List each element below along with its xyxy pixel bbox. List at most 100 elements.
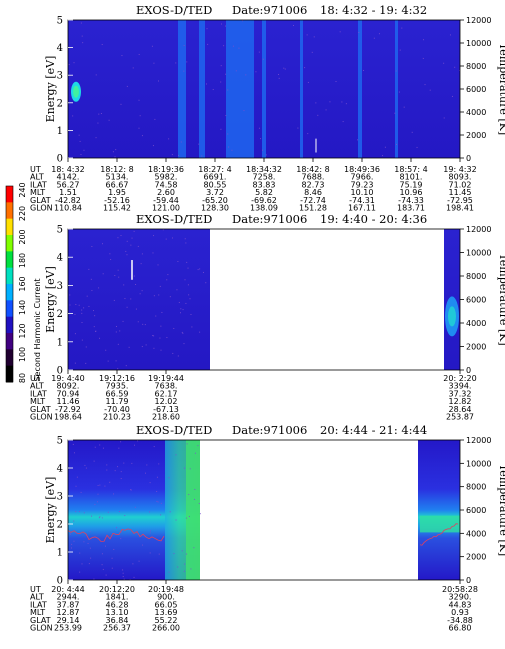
panel-date: Date:971006 [232,212,307,226]
orbit-row-value: 3394. [449,382,472,391]
orbit-row-value: 1.51 [59,188,77,197]
orbit-row-value: 5982. [155,173,178,182]
y2-tick-label: 4000 [466,529,486,538]
orbit-row-value: 151.28 [299,204,327,213]
orbit-row-value: 5134. [106,173,129,182]
orbit-row-value: 11.46 [57,397,80,406]
orbit-row-value: 253.87 [446,413,474,422]
orbit-row-value: 218.60 [152,413,180,422]
orbit-row-value: 83.83 [253,180,276,189]
orbit-row-value: -72.95 [447,196,473,205]
orbit-row-value: 11.79 [106,397,129,406]
orbit-row-value: 70.94 [57,389,80,398]
orbit-row-value: 2.60 [157,188,175,197]
orbit-row-value: -65.20 [202,196,228,205]
panel-date: Date:971006 [232,3,307,17]
orbit-row-value: 28.64 [449,405,472,414]
orbit-row-value: -74.31 [349,196,375,205]
orbit-table: UT 20: 4:44 20:12:20 20:19:48 20:58:28 ALT 294… [30,585,478,633]
orbit-row-label: MLT [30,188,45,197]
orbit-row-value: 11.45 [449,188,472,197]
y2-tick-label: 10000 [466,459,491,468]
y-axis-label: Energy [eV] [44,266,57,333]
y2-tick-label: 8000 [466,62,486,71]
orbit-row-value: 13.10 [106,608,129,617]
y2-tick-label: 10000 [466,39,491,48]
spectrogram-texture [68,20,461,158]
colorbar-swatch [6,186,13,203]
y-tick-label: 0 [57,154,63,165]
orbit-row-value: 183.71 [397,204,425,213]
orbit-row-label: ALT [30,593,44,602]
orbit-row-value: 29.14 [57,616,80,625]
y2-tick-label: 0 [466,576,471,585]
orbit-row-value: 20:58:28 [442,585,478,594]
orbit-row-value: 56.27 [57,180,80,189]
orbit-row-value: 19:12:16 [99,374,135,383]
orbit-row-value: 110.84 [54,204,82,213]
y-tick-label: 5 [57,436,63,447]
spectrogram-panel-3: EXOS-D/TED Date:971006 20: 4:44 - 21: 4:44… [30,423,505,633]
colorbar-tick-label: 120 [18,323,27,338]
orbit-row-value: -69.62 [251,196,277,205]
y-tick-label: 1 [57,548,63,559]
orbit-row-value: -59.44 [153,196,179,205]
orbit-row-value: 10.10 [351,188,374,197]
colorbar-swatch [6,316,13,334]
orbit-row-value: 66.80 [449,624,472,633]
y-tick-label: 0 [57,576,63,587]
y-axis-label: Energy [eV] [44,477,57,544]
orbit-row-value: 12.87 [57,608,80,617]
orbit-row-value: 62.17 [155,389,178,398]
y2-axis-label: Temperature [K] [497,43,505,135]
colorbar-tick-label: 160 [18,276,27,291]
orbit-row-label: ILAT [30,389,47,398]
orbit-row-value: 66.59 [106,389,129,398]
spectrogram-data [68,229,210,370]
orbit-row-label: GLAT [30,196,51,205]
orbit-row-value: 8101. [400,173,423,182]
orbit-row-value: 128.30 [201,204,229,213]
y2-tick-label: 12000 [466,225,491,234]
orbit-row-value: 19:19:44 [148,374,184,383]
orbit-row-value: 7638. [155,382,178,391]
orbit-row-value: 167.11 [348,204,376,213]
orbit-row-value: 46.28 [106,600,129,609]
colorbar-swatch [6,267,13,285]
y-tick-label: 3 [57,71,63,82]
colorbar-swatch [6,300,13,318]
y-tick-label: 1 [57,126,63,137]
orbit-row-value: 7688. [302,173,325,182]
orbit-row-value: 37.32 [449,389,472,398]
orbit-row-value: 198.41 [446,204,474,213]
orbit-row-value: 7258. [253,173,276,182]
y-tick-label: 4 [57,43,63,54]
y2-tick-label: 2000 [466,343,486,352]
orbit-row-label: ILAT [30,180,47,189]
orbit-row-value: 79.23 [351,180,374,189]
y-tick-label: 5 [57,225,63,236]
panel-time-range: 20: 4:44 - 21: 4:44 [320,423,427,437]
orbit-row-value: 1.95 [108,188,126,197]
orbit-row-value: 20:12:20 [99,585,135,594]
y-tick-label: 3 [57,281,63,292]
colorbar: 240 220 200 180 160 140 120 100 80 [5,182,27,383]
colorbar-swatch [6,333,13,350]
orbit-row-value: 37.87 [57,600,80,609]
y2-tick-label: 8000 [466,483,486,492]
y-tick-label: 2 [57,98,63,109]
y-axis-label: Energy [eV] [44,56,57,123]
y2-tick-label: 4000 [466,319,486,328]
y2-tick-label: 2000 [466,553,486,562]
orbit-row-value: -67.13 [153,405,179,414]
orbit-row-value: 1841. [106,593,129,602]
orbit-row-value: 75.19 [400,180,423,189]
orbit-row-label: GLAT [30,616,51,625]
orbit-row-value: 12.02 [155,397,178,406]
orbit-row-label: MLT [30,608,45,617]
orbit-row-value: -42.82 [55,196,81,205]
y-tick-label: 0 [57,366,63,377]
orbit-row-label: GLON [30,624,53,633]
orbit-row-value: 121.00 [152,204,180,213]
orbit-row-label: GLON [30,413,53,422]
